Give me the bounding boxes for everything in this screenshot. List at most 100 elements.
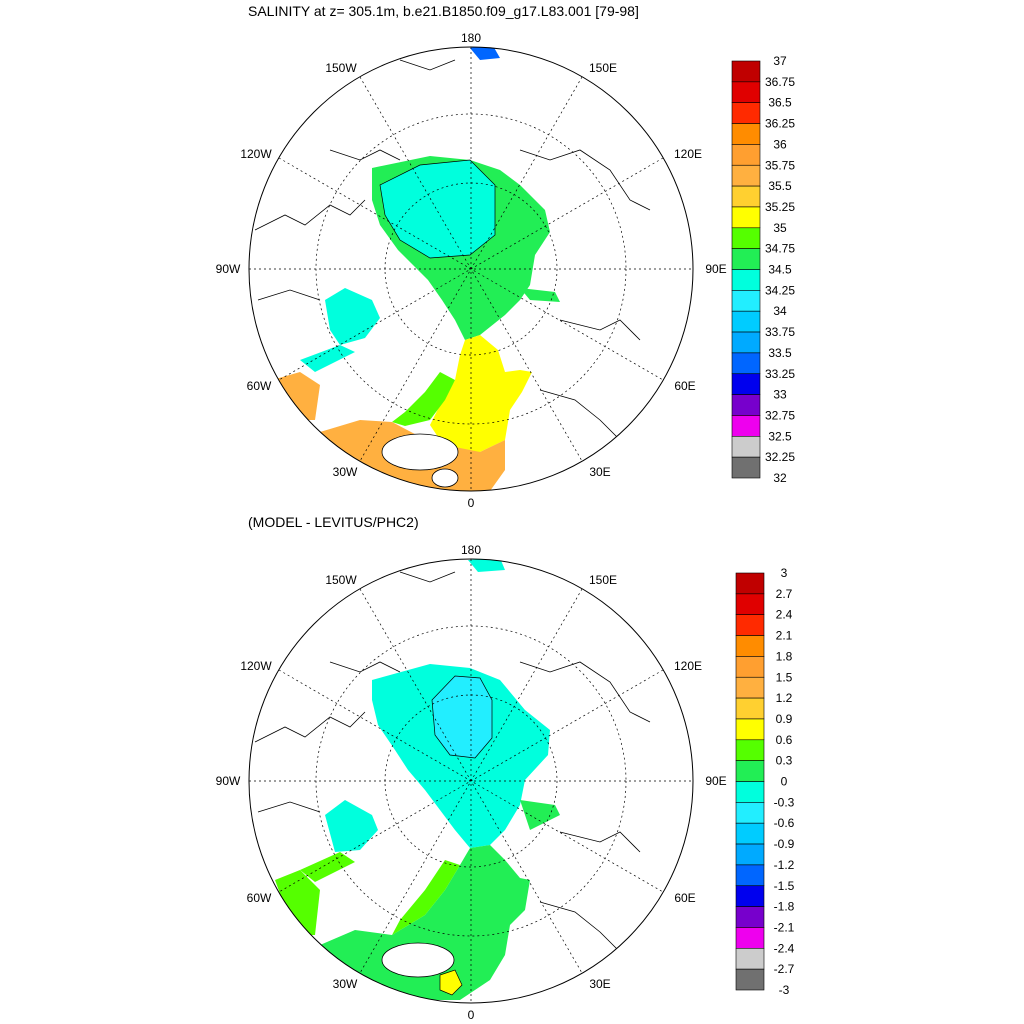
panel2-colorbar-label-12: -0.6 xyxy=(774,816,795,830)
panel2-colorbar-box-8 xyxy=(735,739,765,761)
panel2-colorbar-label-8: 0.6 xyxy=(776,733,793,747)
panel1-colorbar-label-13: 33.75 xyxy=(765,325,795,339)
panel2-iceland xyxy=(381,942,455,978)
panel1-colorbar-box-8 xyxy=(731,227,761,249)
panel1-lon-90e: 90E xyxy=(705,262,726,276)
panel2-colorbar-box-9 xyxy=(735,760,765,782)
panel2-colorbar-box-0 xyxy=(735,572,765,595)
panel2-region-greenland-margin xyxy=(392,860,460,935)
panel1-region-canada-basin xyxy=(379,159,496,259)
panel1-lon-120w: 120W xyxy=(240,147,272,161)
panel2-colorbar-box-14 xyxy=(735,864,765,887)
panel2-lon-90e: 90E xyxy=(705,774,726,788)
panel2-colorbar-label-17: -2.1 xyxy=(774,920,795,934)
panel2-colorbar-label-19: -2.7 xyxy=(774,962,795,976)
panel2-region-canada-basin xyxy=(431,675,493,759)
panel2-colorbar-label-6: 1.2 xyxy=(776,691,793,705)
panel2-lon-30e: 30E xyxy=(589,977,610,991)
panel1-colorbar-box-14 xyxy=(731,352,761,375)
panel2-colorbar-label-9: 0.3 xyxy=(776,754,793,768)
panel1-colorbar-label-0: 37 xyxy=(773,54,787,68)
panel2-region-east-shelf xyxy=(520,800,560,830)
panel1-lon-60w: 60W xyxy=(247,379,272,393)
panel1-lon-180: 180 xyxy=(461,31,481,45)
panel2-lon-0: 0 xyxy=(468,1008,475,1022)
panel2-colorbar-box-10 xyxy=(735,781,765,803)
panel1-colorbar-box-19 xyxy=(731,456,761,479)
panel2-colorbar-box-15 xyxy=(735,885,765,907)
panel2-lon-120e: 120E xyxy=(674,659,702,673)
panel2-map xyxy=(254,559,651,1000)
panel2-colorbar-label-0: 3 xyxy=(781,566,788,580)
panel2-colorbar-label-13: -0.9 xyxy=(774,837,795,851)
panel2-region-labrador xyxy=(275,870,320,935)
panel1-lon-120e: 120E xyxy=(674,147,702,161)
panel1-colorbar-label-15: 33.25 xyxy=(765,367,795,381)
panel2-colorbar-box-11 xyxy=(735,802,765,824)
panel2-colorbar-label-5: 1.5 xyxy=(776,670,793,684)
panel1-colorbar-box-1 xyxy=(731,81,761,103)
panel1-colorbar-box-5 xyxy=(731,164,761,187)
panel1-lon-60e: 60E xyxy=(674,379,695,393)
panel1-colorbar-box-2 xyxy=(731,102,761,124)
panel1-colorbar-label-18: 32.5 xyxy=(768,429,792,443)
panel1-colorbar-label-5: 35.75 xyxy=(765,158,795,172)
panel2-colorbar-label-7: 0.9 xyxy=(776,712,793,726)
panel2-lon-180: 180 xyxy=(461,543,481,557)
panel1-colorbar-label-20: 32 xyxy=(773,471,787,485)
panel2-colorbar-box-3 xyxy=(735,635,765,657)
panel2-region-iceland-anomaly xyxy=(439,969,463,996)
panel1-region-baffin-bay xyxy=(325,288,380,345)
panel1-colorbar-label-1: 36.75 xyxy=(765,75,795,89)
panel1-lon-0: 0 xyxy=(468,496,475,510)
panel2-colorbar-label-1: 2.7 xyxy=(776,587,793,601)
panel2-colorbar-box-17 xyxy=(735,927,765,949)
panel1-colorbar-label-2: 36.5 xyxy=(768,96,792,110)
panel1-colorbar-label-12: 34 xyxy=(773,304,787,318)
panel2-lon-60e: 60E xyxy=(674,891,695,905)
panel1-colorbar-label-11: 34.25 xyxy=(765,283,795,297)
panel2-colorbar-label-10: 0 xyxy=(781,775,788,789)
panel2-colorbar-box-16 xyxy=(735,906,765,928)
panel2-region-baffin-strait xyxy=(300,852,355,882)
panel2-colorbar-box-13 xyxy=(735,843,765,866)
panel1-region-fram-barents xyxy=(430,335,532,452)
panel2-colorbar-box-2 xyxy=(735,614,765,636)
panel2-colorbar-box-12 xyxy=(735,822,765,845)
panel2-lon-150w: 150W xyxy=(325,573,357,587)
panel2-colorbar-label-2: 2.4 xyxy=(776,608,793,622)
panel1-colorbar-box-12 xyxy=(731,310,761,333)
panel1-colorbar-label-4: 36 xyxy=(773,137,787,151)
panel1-region-bering xyxy=(470,47,500,60)
panel2-title: (MODEL - LEVITUS/PHC2) xyxy=(248,514,419,530)
panel1-colorbar-label-7: 35.25 xyxy=(765,200,795,214)
difference-panel: (MODEL - LEVITUS/PHC2) xyxy=(216,514,795,1022)
panel2-colorbar-label-11: -0.3 xyxy=(774,795,795,809)
panel1-region-transition xyxy=(392,372,455,426)
panel1-title: SALINITY at z= 305.1m, b.e21.B1850.f09_g… xyxy=(248,3,639,19)
panel1-iceland xyxy=(381,433,459,471)
panel2-colorbar-label-16: -1.8 xyxy=(774,900,795,914)
panel2-lon-90w: 90W xyxy=(216,774,241,788)
panel2-lon-30w: 30W xyxy=(333,977,358,991)
panel2-lon-120w: 120W xyxy=(240,659,272,673)
panel2-region-baffin xyxy=(325,800,378,852)
panel1-colorbar-label-16: 33 xyxy=(773,388,787,402)
panel2-colorbar-box-1 xyxy=(735,593,765,615)
panel1-colorbar-box-16 xyxy=(731,394,761,416)
panel1-colorbar-label-19: 32.25 xyxy=(765,450,795,464)
panel1-region-labrador xyxy=(272,372,320,420)
panel1-colorbar-box-4 xyxy=(731,144,761,166)
panel2-colorbar-box-7 xyxy=(735,718,765,741)
panel2-lon-150e: 150E xyxy=(589,573,617,587)
panel1-region-baffin-strait xyxy=(300,345,355,372)
panel1-colorbar-label-6: 35.5 xyxy=(768,179,792,193)
panel1-jan-mayen xyxy=(431,468,459,488)
panel1-colorbar-box-3 xyxy=(731,123,761,145)
panel2-colorbar-label-20: -3 xyxy=(779,983,790,997)
panel2-colorbar-box-4 xyxy=(735,656,765,678)
panel2-colorbar-label-4: 1.8 xyxy=(776,649,793,663)
panel1-colorbar-box-0 xyxy=(731,60,761,83)
panel1-map-border xyxy=(248,46,694,492)
